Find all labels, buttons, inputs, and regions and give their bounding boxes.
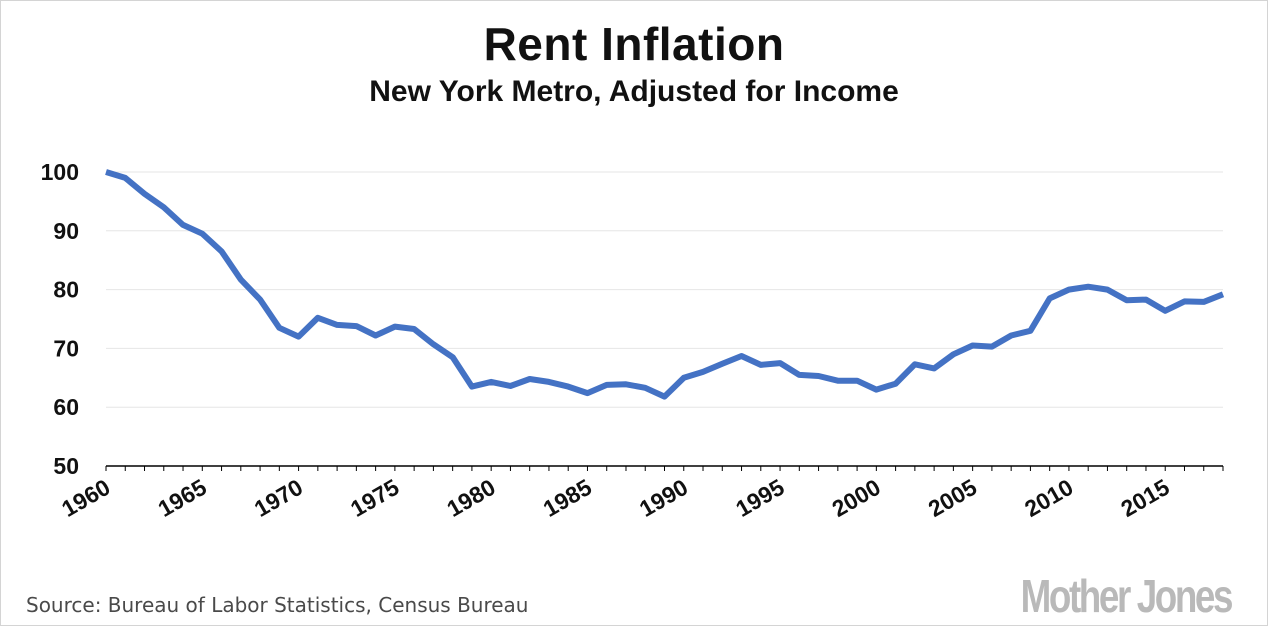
x-tick-label: 2005: [924, 474, 981, 522]
y-tick-label: 100: [41, 159, 79, 185]
chart-subtitle: New York Metro, Adjusted for Income: [369, 75, 899, 108]
x-tick-label: 1985: [539, 474, 596, 522]
y-tick-label: 90: [53, 218, 79, 244]
x-tick-label: 2010: [1020, 474, 1077, 522]
series-line: [105, 169, 1225, 400]
y-tick-label: 60: [53, 394, 79, 420]
x-tick-label: 1960: [57, 474, 114, 522]
x-tick-label: 1995: [731, 474, 788, 522]
y-tick-label: 70: [53, 335, 79, 361]
x-tick-label: 2000: [828, 474, 885, 522]
y-tick-label: 50: [53, 453, 79, 479]
y-tick-label: 80: [53, 277, 79, 303]
x-tick-label: 2015: [1116, 474, 1173, 522]
x-axis: 1960 1965 1970 1975 1980 1985 1990 1995 2000 2005…: [57, 465, 1224, 522]
x-tick-label: 1990: [635, 474, 692, 522]
series-layer: [105, 169, 1225, 400]
mother-jones-logo: Mother Jones: [1020, 570, 1234, 622]
x-tick-label: 1980: [442, 474, 499, 522]
x-tick-label: 1975: [346, 474, 403, 522]
y-axis-ticks: 50 60 70 80 90 100: [41, 159, 79, 479]
source-note: Source: Bureau of Labor Statistics, Cens…: [26, 593, 529, 617]
chart-title: Rent Inflation: [483, 18, 785, 70]
gridlines: [106, 171, 1223, 408]
x-tick-label: 1965: [153, 474, 210, 522]
x-tick-label: 1970: [250, 474, 307, 522]
